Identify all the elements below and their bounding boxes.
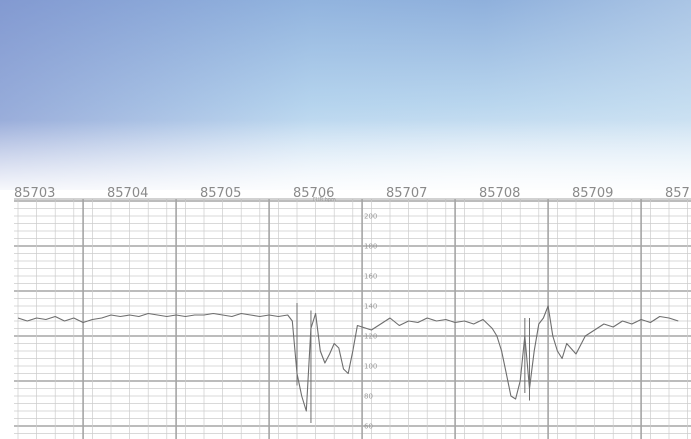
y-tick-label: 140	[364, 303, 377, 311]
chart-series	[17, 305, 679, 412]
y-tick-label: 100	[364, 363, 377, 371]
x-tick-label: 85708	[479, 186, 520, 201]
x-tick-label: 85704	[107, 186, 148, 201]
y-tick-labels: 200 180 160 140 120 100 80 60	[364, 213, 377, 431]
y-tick-label: 80	[364, 393, 373, 401]
trace-spikes	[296, 303, 530, 423]
fhr-trace	[17, 305, 679, 412]
y-tick-label: 120	[364, 333, 377, 341]
left-margin-strip	[0, 190, 14, 439]
x-tick-labels: 85703 85704 85705 85706 85707 85708 85709 8571	[14, 186, 691, 201]
x-tick-label: 85709	[572, 186, 613, 201]
x-tick-label: 85705	[200, 186, 241, 201]
x-tick-label: 85706	[293, 186, 334, 201]
chart-grid	[14, 198, 691, 439]
x-tick-label: 85703	[14, 186, 55, 201]
y-axis-unit-label: FHR bpm	[313, 197, 336, 203]
y-tick-label: 200	[364, 213, 377, 221]
y-tick-label: 60	[364, 423, 373, 431]
y-tick-label: 180	[364, 243, 377, 251]
x-tick-label: 8571	[665, 186, 691, 201]
fetal-heart-rate-chart: 857038570485705857068570785708857098571 …	[14, 186, 691, 439]
sky-fade	[0, 120, 691, 190]
x-tick-label: 85707	[386, 186, 427, 201]
y-tick-label: 160	[364, 273, 377, 281]
